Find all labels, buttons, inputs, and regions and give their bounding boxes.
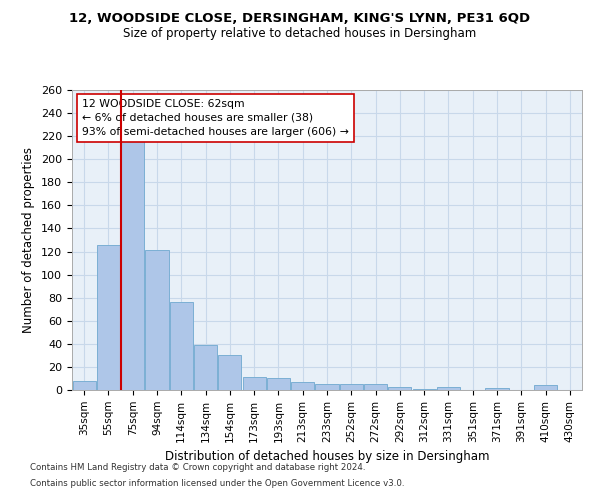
Bar	[437, 386, 460, 390]
Bar	[121, 138, 144, 390]
Bar	[340, 384, 363, 390]
Text: 12, WOODSIDE CLOSE, DERSINGHAM, KING'S LYNN, PE31 6QD: 12, WOODSIDE CLOSE, DERSINGHAM, KING'S L…	[70, 12, 530, 26]
Bar	[73, 381, 95, 390]
Text: Size of property relative to detached houses in Dersingham: Size of property relative to detached ho…	[124, 28, 476, 40]
Bar	[534, 386, 557, 390]
Bar	[291, 382, 314, 390]
Bar	[242, 378, 266, 390]
Bar	[97, 244, 120, 390]
Text: Contains HM Land Registry data © Crown copyright and database right 2024.: Contains HM Land Registry data © Crown c…	[30, 464, 365, 472]
Bar	[485, 388, 509, 390]
Bar	[194, 345, 217, 390]
Bar	[388, 386, 412, 390]
Bar	[413, 389, 436, 390]
Bar	[170, 302, 193, 390]
Bar	[145, 250, 169, 390]
Bar	[316, 384, 338, 390]
Bar	[218, 356, 241, 390]
Text: 12 WOODSIDE CLOSE: 62sqm
← 6% of detached houses are smaller (38)
93% of semi-de: 12 WOODSIDE CLOSE: 62sqm ← 6% of detache…	[82, 99, 349, 137]
Bar	[364, 384, 387, 390]
X-axis label: Distribution of detached houses by size in Dersingham: Distribution of detached houses by size …	[165, 450, 489, 463]
Bar	[267, 378, 290, 390]
Text: Contains public sector information licensed under the Open Government Licence v3: Contains public sector information licen…	[30, 478, 404, 488]
Y-axis label: Number of detached properties: Number of detached properties	[22, 147, 35, 333]
